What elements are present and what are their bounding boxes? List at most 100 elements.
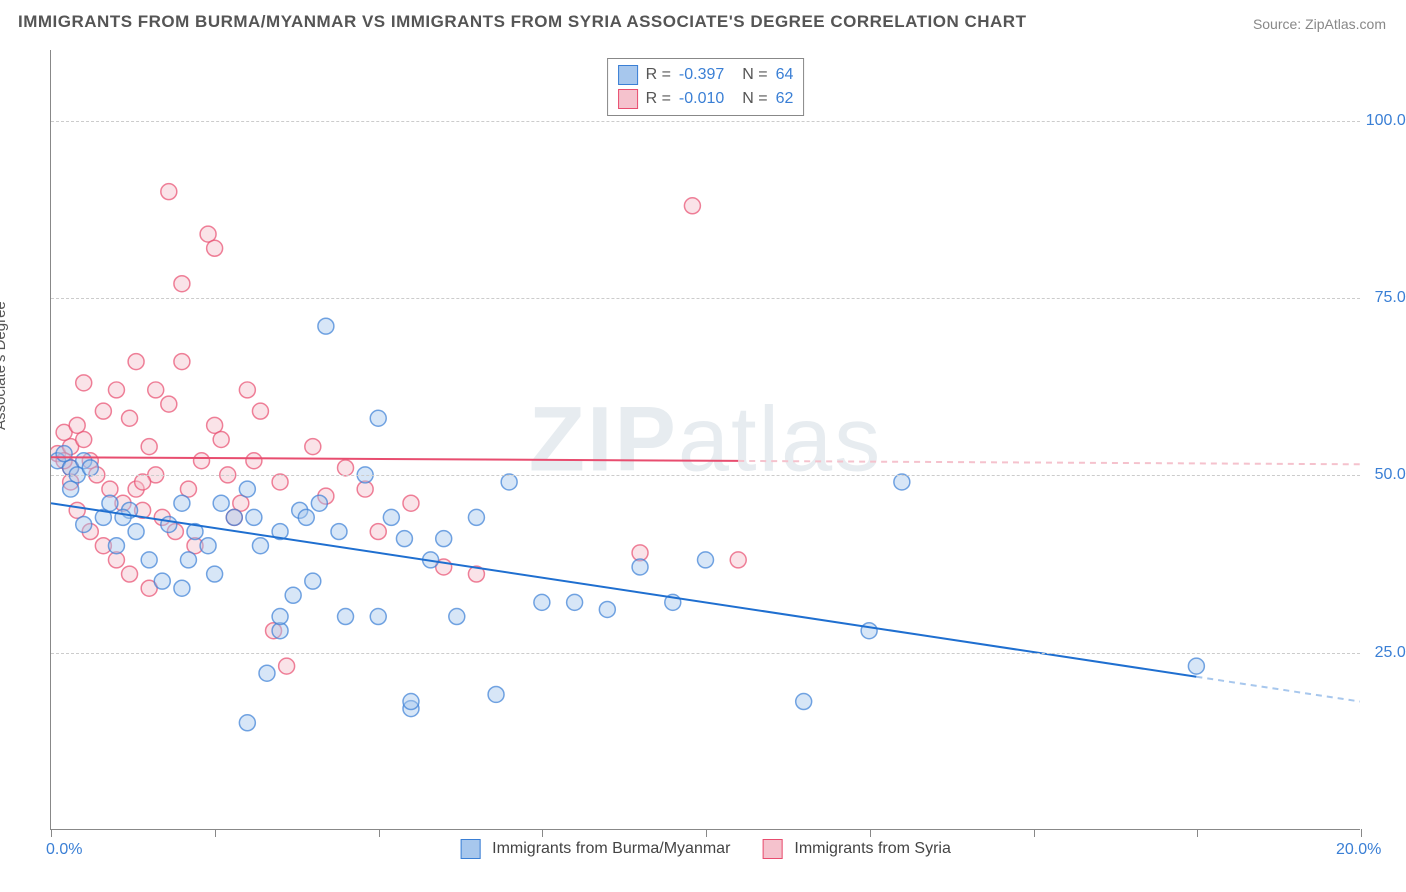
plot-area: ZIPatlas R = -0.397 N = 64 R = -0.010 N … xyxy=(50,50,1360,830)
legend-swatch-burma xyxy=(618,65,638,85)
scatter-point xyxy=(311,495,327,511)
source-label: Source: ZipAtlas.com xyxy=(1253,16,1386,32)
x-tick xyxy=(379,829,380,837)
scatter-point xyxy=(239,382,255,398)
scatter-point xyxy=(449,609,465,625)
x-tick xyxy=(215,829,216,837)
chart-container: IMMIGRANTS FROM BURMA/MYANMAR VS IMMIGRA… xyxy=(0,0,1406,892)
stat-n-value-2: 62 xyxy=(776,90,794,108)
scatter-point xyxy=(252,403,268,419)
chart-title: IMMIGRANTS FROM BURMA/MYANMAR VS IMMIGRA… xyxy=(18,12,1026,32)
scatter-point xyxy=(239,715,255,731)
legend-stats-row-2: R = -0.010 N = 62 xyxy=(618,87,794,111)
y-tick-label: 50.0% xyxy=(1375,466,1406,484)
scatter-point xyxy=(436,531,452,547)
scatter-point xyxy=(370,410,386,426)
legend-bottom-swatch-burma xyxy=(460,839,480,859)
scatter-point xyxy=(76,516,92,532)
scatter-point xyxy=(1188,658,1204,674)
scatter-point xyxy=(403,694,419,710)
x-tick xyxy=(51,829,52,837)
x-tick xyxy=(1361,829,1362,837)
scatter-point xyxy=(174,495,190,511)
scatter-point xyxy=(154,573,170,589)
legend-swatch-syria xyxy=(618,89,638,109)
stat-n-value-1: 64 xyxy=(776,66,794,84)
scatter-point xyxy=(128,524,144,540)
scatter-point xyxy=(383,509,399,525)
scatter-point xyxy=(599,601,615,617)
scatter-point xyxy=(239,481,255,497)
scatter-point xyxy=(148,382,164,398)
scatter-point xyxy=(298,509,314,525)
trend-line-extension xyxy=(738,461,1360,464)
scatter-point xyxy=(213,495,229,511)
stat-n-label: N = xyxy=(742,66,767,84)
scatter-point xyxy=(194,453,210,469)
y-tick-label: 100.0% xyxy=(1366,112,1406,130)
gridline xyxy=(51,653,1360,654)
scatter-point xyxy=(396,531,412,547)
scatter-point xyxy=(338,609,354,625)
legend-bottom-swatch-syria xyxy=(762,839,782,859)
scatter-point xyxy=(279,658,295,674)
x-tick-label: 0.0% xyxy=(46,841,82,859)
stat-r-value-2: -0.010 xyxy=(679,90,724,108)
trend-line xyxy=(51,457,738,461)
scatter-point xyxy=(141,439,157,455)
scatter-point xyxy=(370,609,386,625)
scatter-point xyxy=(488,686,504,702)
x-tick-label: 20.0% xyxy=(1336,841,1381,859)
x-tick xyxy=(870,829,871,837)
scatter-point xyxy=(861,623,877,639)
legend-stats: R = -0.397 N = 64 R = -0.010 N = 62 xyxy=(607,58,805,116)
scatter-point xyxy=(730,552,746,568)
scatter-point xyxy=(213,432,229,448)
scatter-point xyxy=(252,538,268,554)
stat-n-label-2: N = xyxy=(742,90,767,108)
x-tick xyxy=(542,829,543,837)
scatter-point xyxy=(207,240,223,256)
scatter-point xyxy=(161,184,177,200)
scatter-point xyxy=(108,382,124,398)
x-tick xyxy=(1034,829,1035,837)
scatter-point xyxy=(226,509,242,525)
gridline xyxy=(51,298,1360,299)
y-tick-label: 75.0% xyxy=(1375,289,1406,307)
scatter-point xyxy=(305,439,321,455)
scatter-point xyxy=(174,580,190,596)
legend-bottom-label-syria: Immigrants from Syria xyxy=(794,840,950,858)
trend-line xyxy=(51,503,1196,677)
scatter-point xyxy=(161,396,177,412)
scatter-point xyxy=(128,354,144,370)
scatter-point xyxy=(115,509,131,525)
scatter-point xyxy=(122,410,138,426)
legend-stats-row-1: R = -0.397 N = 64 xyxy=(618,63,794,87)
legend-bottom-label-burma: Immigrants from Burma/Myanmar xyxy=(492,840,730,858)
scatter-point xyxy=(796,694,812,710)
scatter-point xyxy=(632,559,648,575)
scatter-point xyxy=(122,566,138,582)
trend-line-extension xyxy=(1196,677,1360,702)
scatter-point xyxy=(684,198,700,214)
stat-r-value-1: -0.397 xyxy=(679,66,724,84)
stat-r-label: R = xyxy=(646,66,671,84)
scatter-point xyxy=(207,566,223,582)
scatter-point xyxy=(174,276,190,292)
scatter-point xyxy=(259,665,275,681)
y-tick-label: 25.0% xyxy=(1375,644,1406,662)
scatter-point xyxy=(698,552,714,568)
scatter-point xyxy=(69,417,85,433)
x-tick xyxy=(706,829,707,837)
scatter-point xyxy=(318,318,334,334)
scatter-point xyxy=(468,509,484,525)
scatter-point xyxy=(63,481,79,497)
scatter-point xyxy=(246,453,262,469)
y-axis-label: Associate's Degree xyxy=(0,301,9,430)
gridline xyxy=(51,475,1360,476)
legend-bottom: Immigrants from Burma/Myanmar Immigrants… xyxy=(460,839,951,859)
scatter-point xyxy=(102,495,118,511)
scatter-point xyxy=(534,594,550,610)
scatter-point xyxy=(108,538,124,554)
scatter-point xyxy=(246,509,262,525)
